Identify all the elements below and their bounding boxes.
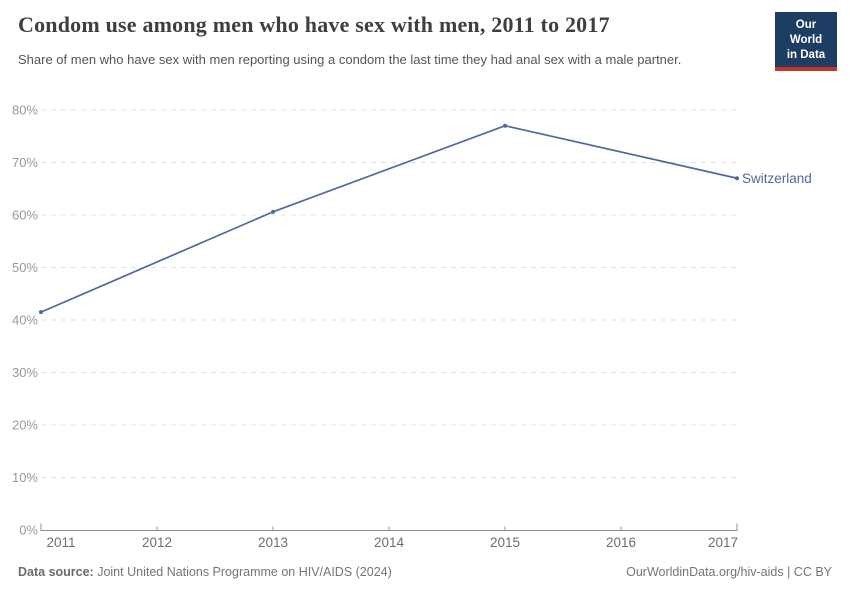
y-axis-tick-label: 60% [12,208,38,223]
x-axis-tick-label: 2016 [606,535,636,550]
x-axis-tick-label: 2012 [142,535,172,550]
x-axis-tick-label: 2014 [374,535,405,550]
y-axis-tick-label: 50% [12,260,38,275]
x-axis-tick-label: 2011 [46,535,75,550]
footer-links: OurWorldinData.org/hiv-aids | CC BY [626,565,832,579]
y-axis-tick-label: 10% [12,470,38,485]
owid-logo[interactable]: Our World in Data [775,12,837,71]
chart-footer: Data source: Joint United Nations Progra… [18,565,832,579]
chart-subtitle: Share of men who have sex with men repor… [18,52,682,67]
data-source-text: Joint United Nations Programme on HIV/AI… [93,565,392,579]
owid-url-link[interactable]: OurWorldinData.org/hiv-aids [626,565,784,579]
data-point-2013[interactable] [271,209,275,214]
y-axis-tick-label: 20% [12,418,38,433]
data-line-switzerland[interactable] [40,124,738,313]
x-axis-tick-label: 2013 [258,535,288,550]
series-label-switzerland[interactable]: Switzerland [742,171,812,186]
y-axis-tick-label: 80% [12,103,38,118]
y-axis-tick-label: 40% [12,313,38,328]
chart-title: Condom use among men who have sex with m… [18,12,610,37]
data-point-2011[interactable] [39,310,43,315]
footer-separator: | [783,565,794,579]
data-point-2015[interactable] [503,123,507,128]
owid-logo-line2: in Data [786,48,826,61]
y-axis-tick-label: 0% [19,523,38,538]
license-link[interactable]: CC BY [793,565,832,579]
x-axis-tick-label: 2015 [490,535,520,550]
x-axis-tick-label: 2017 [708,535,738,550]
y-axis-tick-label: 30% [12,365,38,380]
data-point-2017[interactable] [735,176,739,181]
data-source: Data source: Joint United Nations Progra… [18,565,392,579]
owid-logo-line1: Our World [789,19,823,46]
data-source-label: Data source: [18,565,94,579]
y-axis-tick-label: 70% [12,155,38,170]
